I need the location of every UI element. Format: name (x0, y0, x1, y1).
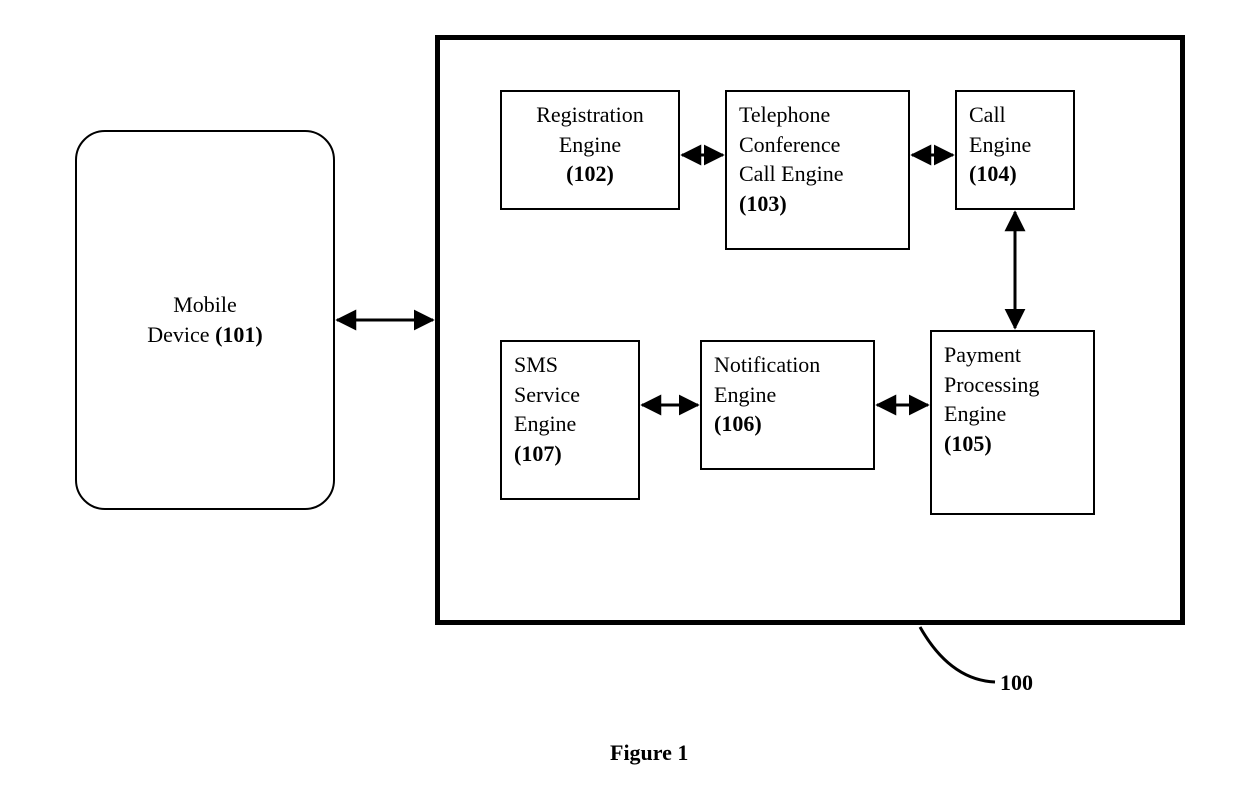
node-call-engine: Call Engine (104) (955, 90, 1075, 210)
pay-num: (105) (944, 429, 1081, 459)
figure-caption: Figure 1 (610, 740, 688, 766)
tele-line3: Call Engine (739, 159, 896, 189)
reg-num: (102) (514, 159, 666, 189)
sms-line3: Engine (514, 409, 626, 439)
reg-line2: Engine (514, 130, 666, 160)
node-payment-processing-engine: Payment Processing Engine (105) (930, 330, 1095, 515)
call-line1: Call (969, 100, 1061, 130)
call-line2: Engine (969, 130, 1061, 160)
tele-line1: Telephone (739, 100, 896, 130)
system-label-100: 100 (1000, 670, 1033, 696)
node-telephone-conference-engine: Telephone Conference Call Engine (103) (725, 90, 910, 250)
tele-num: (103) (739, 189, 896, 219)
notif-line1: Notification (714, 350, 861, 380)
pay-line1: Payment (944, 340, 1081, 370)
sms-line2: Service (514, 380, 626, 410)
node-notification-engine: Notification Engine (106) (700, 340, 875, 470)
node-mobile-line2: Device (101) (147, 320, 262, 350)
notif-line2: Engine (714, 380, 861, 410)
node-mobile-device: Mobile Device (101) (75, 130, 335, 510)
node-mobile-line1: Mobile (173, 290, 237, 320)
tele-line2: Conference (739, 130, 896, 160)
call-num: (104) (969, 159, 1061, 189)
pay-line3: Engine (944, 399, 1081, 429)
sms-num: (107) (514, 439, 626, 469)
node-registration-engine: Registration Engine (102) (500, 90, 680, 210)
node-sms-service-engine: SMS Service Engine (107) (500, 340, 640, 500)
notif-num: (106) (714, 409, 861, 439)
sms-line1: SMS (514, 350, 626, 380)
leader-curve-100 (920, 627, 995, 682)
pay-line2: Processing (944, 370, 1081, 400)
reg-line1: Registration (514, 100, 666, 130)
